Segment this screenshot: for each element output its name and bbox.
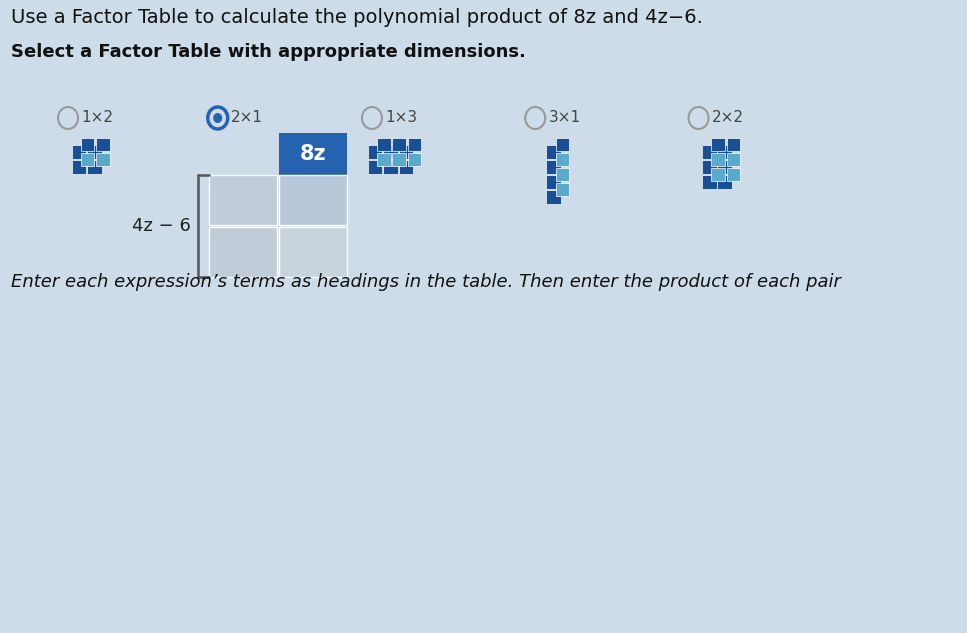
FancyBboxPatch shape (384, 146, 397, 159)
FancyBboxPatch shape (408, 153, 422, 166)
FancyBboxPatch shape (238, 138, 251, 151)
FancyBboxPatch shape (230, 146, 244, 159)
FancyBboxPatch shape (703, 146, 717, 159)
FancyBboxPatch shape (377, 153, 391, 166)
FancyBboxPatch shape (80, 153, 95, 166)
Text: Use a Factor Table to calculate the polynomial product of 8z and 4z−6.: Use a Factor Table to calculate the poly… (11, 8, 703, 27)
FancyBboxPatch shape (230, 176, 244, 189)
FancyBboxPatch shape (703, 161, 717, 174)
FancyBboxPatch shape (718, 176, 732, 189)
FancyBboxPatch shape (393, 138, 406, 151)
Text: 2×1: 2×1 (231, 111, 263, 125)
FancyBboxPatch shape (73, 146, 86, 159)
FancyBboxPatch shape (399, 161, 413, 174)
FancyBboxPatch shape (726, 138, 741, 151)
FancyBboxPatch shape (238, 168, 251, 181)
FancyBboxPatch shape (556, 138, 570, 151)
FancyBboxPatch shape (209, 175, 277, 225)
FancyBboxPatch shape (556, 153, 570, 166)
Text: Enter each expression’s terms as headings in the table. Then enter the product o: Enter each expression’s terms as heading… (11, 273, 840, 291)
FancyBboxPatch shape (88, 146, 102, 159)
FancyBboxPatch shape (712, 138, 725, 151)
Text: 1×3: 1×3 (386, 111, 418, 125)
FancyBboxPatch shape (712, 168, 725, 181)
FancyBboxPatch shape (80, 138, 95, 151)
Text: Select a Factor Table with appropriate dimensions.: Select a Factor Table with appropriate d… (11, 43, 526, 61)
Text: 2×2: 2×2 (712, 111, 745, 125)
FancyBboxPatch shape (547, 191, 561, 204)
FancyBboxPatch shape (96, 138, 110, 151)
FancyBboxPatch shape (393, 153, 406, 166)
FancyBboxPatch shape (718, 161, 732, 174)
FancyBboxPatch shape (547, 146, 561, 159)
FancyBboxPatch shape (368, 161, 382, 174)
FancyBboxPatch shape (408, 138, 422, 151)
FancyBboxPatch shape (230, 161, 244, 174)
FancyBboxPatch shape (556, 183, 570, 196)
Text: 1×2: 1×2 (81, 111, 114, 125)
FancyBboxPatch shape (73, 161, 86, 174)
FancyBboxPatch shape (556, 168, 570, 181)
FancyBboxPatch shape (209, 133, 277, 175)
FancyBboxPatch shape (279, 133, 347, 175)
FancyBboxPatch shape (384, 161, 397, 174)
FancyBboxPatch shape (96, 153, 110, 166)
Text: 3×1: 3×1 (549, 111, 581, 125)
FancyBboxPatch shape (547, 176, 561, 189)
FancyBboxPatch shape (368, 146, 382, 159)
Circle shape (213, 113, 222, 123)
FancyBboxPatch shape (209, 227, 277, 277)
FancyBboxPatch shape (703, 176, 717, 189)
FancyBboxPatch shape (547, 161, 561, 174)
FancyBboxPatch shape (279, 227, 347, 277)
FancyBboxPatch shape (377, 138, 391, 151)
FancyBboxPatch shape (726, 153, 741, 166)
FancyBboxPatch shape (726, 168, 741, 181)
FancyBboxPatch shape (88, 161, 102, 174)
FancyBboxPatch shape (399, 146, 413, 159)
FancyBboxPatch shape (238, 153, 251, 166)
Text: 8z: 8z (300, 144, 327, 164)
FancyBboxPatch shape (279, 175, 347, 225)
Text: 4z − 6: 4z − 6 (132, 217, 190, 235)
FancyBboxPatch shape (712, 153, 725, 166)
FancyBboxPatch shape (718, 146, 732, 159)
